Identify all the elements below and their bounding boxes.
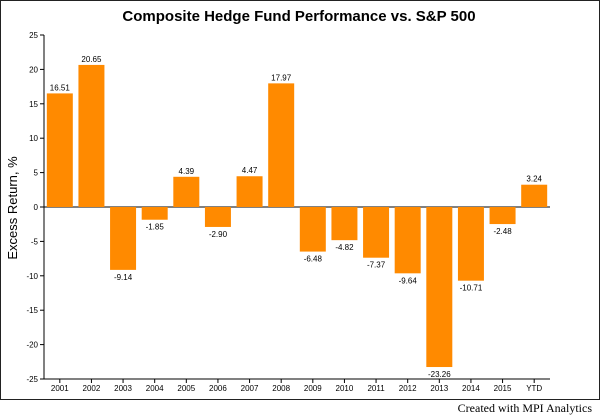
y-tick-label: -25: [26, 375, 38, 384]
bar-2012: [394, 207, 421, 274]
x-tick-label: 2014: [462, 384, 480, 393]
bar-2003: [110, 207, 137, 270]
data-label: -10.71: [460, 284, 483, 293]
x-tick-label: YTD: [526, 384, 542, 393]
y-ticks: 25 20 15 10 5 0 -5 -10 -15 -20 -25: [26, 31, 44, 384]
bar-2008: [268, 83, 295, 207]
data-label: -2.90: [209, 230, 228, 239]
y-axis-label: Excess Return, %: [5, 156, 20, 260]
credit-text: Created with MPI Analytics: [457, 401, 592, 415]
x-ticks: 2001 2002 2003 2004 2005 2006 2007 2008 2009 2010…: [51, 379, 542, 393]
data-labels: 16.51 20.65 -9.14 -1.85 4.39 -2.90 4.47 17.97 -6…: [50, 55, 543, 379]
data-label: -6.48: [304, 255, 323, 264]
data-label: -23.26: [428, 370, 451, 379]
y-tick-label: 10: [29, 134, 38, 143]
x-tick-label: 2008: [272, 384, 290, 393]
bar-2014: [457, 207, 484, 281]
bar-2005: [173, 176, 200, 207]
y-tick-label: -20: [26, 341, 38, 350]
bar-2001: [46, 93, 73, 207]
y-tick-label: -5: [31, 237, 39, 246]
x-tick-label: 2004: [146, 384, 164, 393]
bar-2010: [331, 207, 358, 241]
x-tick-label: 2006: [209, 384, 227, 393]
x-tick-label: 2003: [114, 384, 132, 393]
x-tick-label: 2010: [336, 384, 354, 393]
data-label: 3.24: [526, 175, 542, 184]
bar-2015: [489, 207, 516, 225]
data-label: 4.39: [179, 167, 195, 176]
x-tick-label: 2005: [177, 384, 195, 393]
bar-2011: [363, 207, 390, 258]
bar-2004: [141, 207, 168, 220]
x-tick-label: 2009: [304, 384, 322, 393]
data-label: 20.65: [81, 55, 102, 64]
x-tick-label: 2011: [367, 384, 385, 393]
bar-ytd: [521, 184, 548, 207]
bar-2002: [78, 64, 105, 207]
y-tick-label: 0: [34, 203, 39, 212]
y-tick-label: -15: [26, 306, 38, 315]
data-label: -9.64: [399, 276, 418, 285]
chart-title: Composite Hedge Fund Performance vs. S&P…: [122, 8, 476, 25]
data-label: -9.14: [114, 273, 133, 282]
y-tick-label: 20: [29, 65, 38, 74]
bar-2009: [299, 207, 326, 252]
bar-2006: [204, 207, 231, 227]
bar-2013: [426, 207, 453, 368]
bar-2007: [236, 176, 263, 207]
x-tick-label: 2007: [241, 384, 259, 393]
x-tick-label: 2002: [83, 384, 101, 393]
y-tick-label: 5: [34, 169, 39, 178]
x-tick-label: 2013: [430, 384, 448, 393]
x-tick-label: 2001: [51, 384, 69, 393]
y-tick-label: 15: [29, 100, 38, 109]
data-label: -4.82: [335, 243, 354, 252]
x-tick-label: 2012: [399, 384, 417, 393]
x-tick-label: 2015: [494, 384, 512, 393]
data-label: 17.97: [271, 73, 292, 82]
y-tick-label: -10: [26, 272, 38, 281]
data-label: -2.48: [493, 227, 512, 236]
data-label: -1.85: [146, 223, 165, 232]
bars: [46, 64, 548, 368]
data-label: 4.47: [242, 166, 258, 175]
data-label: -7.37: [367, 261, 386, 270]
y-tick-label: 25: [29, 31, 38, 40]
data-label: 16.51: [50, 83, 71, 92]
